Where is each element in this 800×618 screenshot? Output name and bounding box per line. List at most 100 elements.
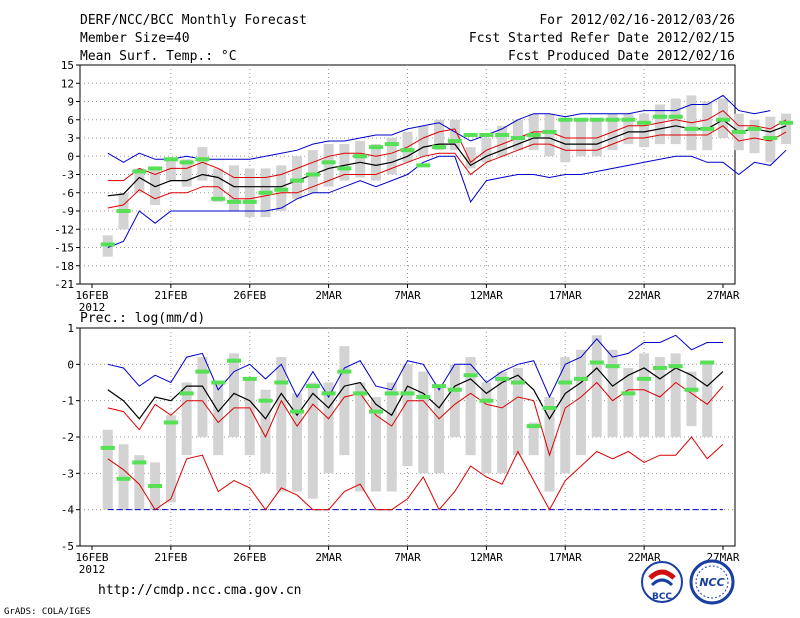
y-tick-label: 3 — [67, 132, 74, 145]
spread-box — [449, 119, 460, 151]
x-tick-label: 17MAR — [549, 551, 582, 564]
spread-box — [323, 144, 334, 187]
observation-marker — [132, 460, 147, 465]
y-tick-label: 0 — [67, 150, 74, 163]
observation-marker — [179, 160, 194, 165]
spread-box — [781, 113, 792, 145]
spread-box — [497, 371, 508, 474]
y-tick-label: -15 — [54, 242, 74, 255]
refer-date: Fcst Started Refer Date 2012/02/15 — [469, 31, 735, 46]
ensemble-mean-line — [107, 367, 724, 420]
observation-marker — [731, 129, 746, 134]
lower-spread-line — [107, 436, 724, 511]
y-tick-label: 6 — [67, 114, 74, 127]
spread-box — [134, 168, 145, 193]
observation-marker — [321, 160, 336, 165]
observation-marker — [510, 136, 525, 140]
spread-box — [560, 119, 571, 163]
y-tick-label: -5 — [61, 540, 74, 553]
variable-label: Mean Surf. Temp.: °C — [80, 49, 237, 64]
observation-marker — [148, 166, 163, 171]
observation-marker — [337, 166, 352, 171]
observation-marker — [258, 398, 273, 403]
x-tick-label: 16FEB — [75, 289, 108, 302]
observation-marker — [274, 187, 289, 192]
spread-box — [355, 382, 366, 492]
observation-marker — [684, 387, 699, 392]
observation-marker — [195, 157, 210, 162]
observation-marker — [700, 360, 715, 365]
observation-marker — [353, 154, 368, 159]
x-tick-label: 21FEB — [154, 289, 187, 302]
observation-marker — [305, 384, 320, 389]
observation-marker — [574, 117, 589, 122]
x-year-label: 2012 — [79, 563, 106, 576]
observation-marker — [163, 420, 178, 425]
source-url[interactable]: http://cmdp.ncc.cma.gov.cn — [98, 583, 302, 598]
spread-box — [465, 357, 476, 456]
figure-title: DERF/NCC/BCC Monthly Forecast — [80, 13, 307, 28]
spread-box — [702, 101, 713, 151]
observation-marker — [290, 178, 305, 183]
spread-box — [434, 119, 445, 151]
spread-box — [623, 113, 634, 145]
spread-box — [670, 353, 681, 437]
observation-marker — [526, 424, 541, 429]
observation-marker — [100, 445, 115, 450]
spread-box — [512, 367, 523, 456]
spread-box — [623, 367, 634, 437]
spread-box — [434, 386, 445, 474]
y-tick-label: -4 — [61, 504, 75, 517]
spread-box — [481, 382, 492, 474]
observation-marker — [195, 369, 210, 374]
min-envelope-line — [107, 149, 787, 248]
spread-box — [386, 138, 397, 175]
spread-box — [528, 422, 539, 456]
observation-marker — [526, 132, 541, 137]
observation-marker — [321, 391, 336, 396]
spread-box — [213, 382, 224, 456]
spread-box — [370, 397, 381, 492]
observation-marker — [574, 376, 589, 381]
spread-box — [228, 353, 239, 437]
spread-box — [134, 455, 145, 510]
ncc-logo-icon: NCC — [689, 559, 735, 605]
observation-marker — [432, 145, 447, 150]
observation-marker — [779, 120, 794, 125]
x-tick-label: 17MAR — [549, 289, 582, 302]
spread-box — [654, 104, 665, 145]
spread-box — [276, 357, 287, 492]
spread-box — [702, 364, 713, 437]
spread-box — [213, 168, 224, 202]
observation-marker — [463, 373, 478, 378]
spread-box — [244, 168, 255, 218]
spread-box — [418, 371, 429, 474]
observation-marker — [100, 242, 115, 247]
observation-marker — [353, 391, 368, 396]
observation-marker — [416, 163, 431, 168]
spread-box — [639, 113, 650, 148]
observation-marker — [274, 380, 289, 385]
observation-marker — [368, 409, 383, 414]
observation-marker — [542, 405, 557, 410]
observation-marker — [495, 376, 510, 381]
spread-box — [323, 382, 334, 474]
spread-box — [670, 98, 681, 145]
observation-marker — [510, 380, 525, 385]
spread-box — [386, 382, 397, 492]
spread-box — [307, 150, 318, 193]
y-tick-label: -3 — [61, 169, 74, 182]
y-tick-label: 12 — [61, 77, 74, 90]
y-tick-label: -18 — [54, 260, 74, 273]
y-tick-label: 0 — [67, 358, 74, 371]
y-tick-label: -6 — [61, 187, 74, 200]
observation-marker — [589, 360, 604, 365]
observation-marker — [479, 132, 494, 137]
observation-marker — [242, 199, 257, 204]
upper-spread-line — [107, 381, 724, 457]
grads-credit: GrADS: COLA/IGES — [4, 607, 91, 617]
observation-marker — [637, 120, 652, 125]
ncc-logo-text: NCC — [699, 576, 724, 589]
x-tick-label: 27MAR — [706, 289, 739, 302]
